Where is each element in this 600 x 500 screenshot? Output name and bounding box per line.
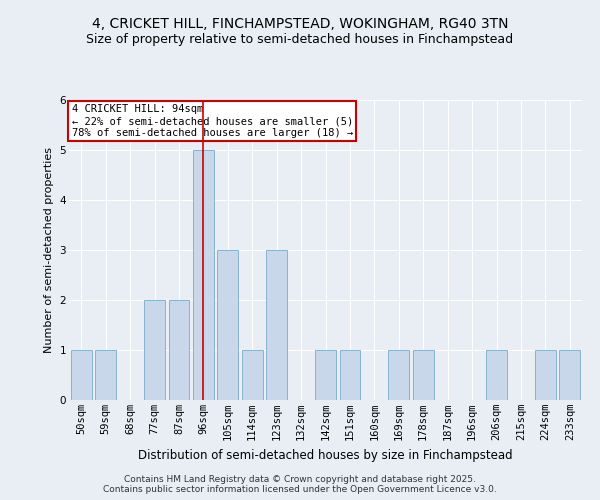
Bar xyxy=(193,150,214,400)
Bar xyxy=(71,350,92,400)
Bar xyxy=(242,350,263,400)
Y-axis label: Number of semi-detached properties: Number of semi-detached properties xyxy=(44,147,54,353)
Text: Size of property relative to semi-detached houses in Finchampstead: Size of property relative to semi-detach… xyxy=(86,32,514,46)
Bar xyxy=(340,350,361,400)
Bar xyxy=(413,350,434,400)
Bar xyxy=(315,350,336,400)
Bar xyxy=(217,250,238,400)
Text: 4, CRICKET HILL, FINCHAMPSTEAD, WOKINGHAM, RG40 3TN: 4, CRICKET HILL, FINCHAMPSTEAD, WOKINGHA… xyxy=(92,18,508,32)
Bar xyxy=(486,350,507,400)
Bar xyxy=(559,350,580,400)
Bar xyxy=(388,350,409,400)
Bar xyxy=(169,300,190,400)
Text: 4 CRICKET HILL: 94sqm
← 22% of semi-detached houses are smaller (5)
78% of semi-: 4 CRICKET HILL: 94sqm ← 22% of semi-deta… xyxy=(71,104,353,138)
Bar xyxy=(144,300,165,400)
Bar xyxy=(535,350,556,400)
Bar xyxy=(266,250,287,400)
Text: Contains HM Land Registry data © Crown copyright and database right 2025.
Contai: Contains HM Land Registry data © Crown c… xyxy=(103,474,497,494)
X-axis label: Distribution of semi-detached houses by size in Finchampstead: Distribution of semi-detached houses by … xyxy=(138,448,513,462)
Bar xyxy=(95,350,116,400)
